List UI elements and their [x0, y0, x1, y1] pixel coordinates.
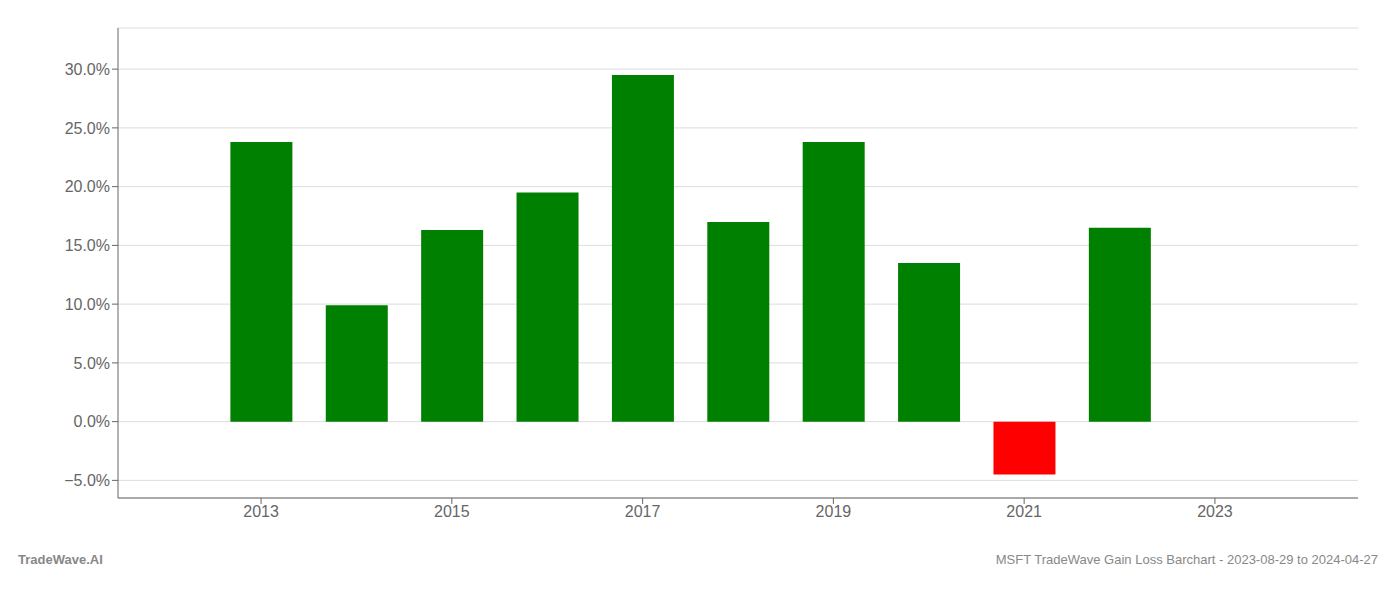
svg-text:30.0%: 30.0% [65, 61, 110, 78]
svg-text:2019: 2019 [816, 503, 852, 520]
svg-text:15.0%: 15.0% [65, 237, 110, 254]
html-text:TradeWave.AI: TradeWave.AI [18, 552, 103, 567]
svg-text:20.0%: 20.0% [65, 178, 110, 195]
svg-text:0.0%: 0.0% [74, 413, 110, 430]
html-text:MSFT TradeWave Gain Loss Barch: MSFT TradeWave Gain Loss Barchart - 2023… [995, 552, 1378, 567]
svg-text:−5.0%: −5.0% [64, 472, 110, 489]
svg-text:2023: 2023 [1197, 503, 1233, 520]
svg-text:2015: 2015 [434, 503, 470, 520]
svg-text:2017: 2017 [625, 503, 661, 520]
svg-text:2021: 2021 [1006, 503, 1042, 520]
svg-text:5.0%: 5.0% [74, 355, 110, 372]
svg-text:2013: 2013 [243, 503, 279, 520]
svg-text:10.0%: 10.0% [65, 296, 110, 313]
svg-text:25.0%: 25.0% [65, 120, 110, 137]
